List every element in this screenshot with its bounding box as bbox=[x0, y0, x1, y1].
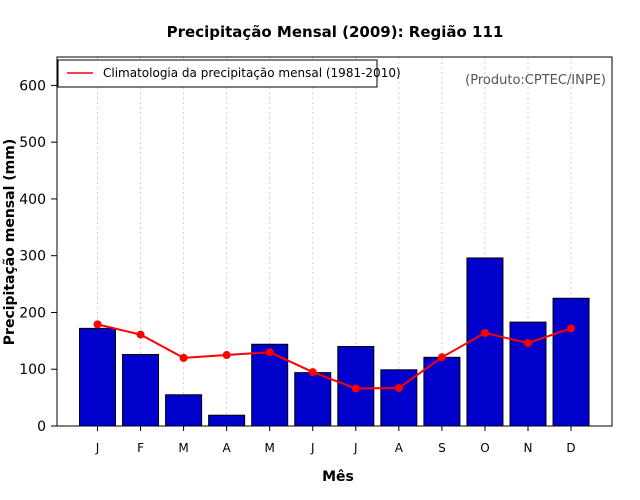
x-tick-label: S bbox=[438, 441, 446, 455]
y-tick-label: 300 bbox=[19, 249, 46, 265]
legend-label: Climatologia da precipitação mensal (198… bbox=[103, 66, 401, 80]
x-tick-label: M bbox=[265, 441, 275, 455]
y-tick-label: 0 bbox=[37, 419, 46, 435]
climatology-point-7 bbox=[351, 384, 360, 393]
x-tick-label: J bbox=[310, 441, 315, 455]
x-tick-label: M bbox=[178, 441, 188, 455]
climatology-point-11 bbox=[524, 339, 532, 348]
climatology-point-1 bbox=[93, 320, 102, 329]
x-tick-label: O bbox=[480, 441, 489, 455]
climatology-point-2 bbox=[136, 330, 145, 339]
x-tick-label: A bbox=[395, 441, 404, 455]
x-tick-label: N bbox=[524, 441, 533, 455]
climatology-point-4 bbox=[222, 351, 231, 360]
bar-1 bbox=[79, 327, 116, 427]
climatology-point-12 bbox=[567, 324, 576, 333]
climatology-point-9 bbox=[437, 353, 446, 362]
bar-4 bbox=[208, 414, 246, 427]
climatology-point-3 bbox=[179, 353, 188, 362]
y-axis: 0 100 200 300 400 500 600 bbox=[19, 78, 57, 435]
x-tick-label: F bbox=[137, 441, 144, 455]
plot-frame bbox=[56, 56, 613, 427]
y-tick-label: 100 bbox=[19, 362, 46, 378]
y-tick-label: 500 bbox=[19, 135, 46, 151]
x-tick-label: A bbox=[223, 441, 232, 455]
bar-6 bbox=[294, 372, 332, 427]
bar-10 bbox=[466, 257, 504, 427]
y-tick-label: 600 bbox=[19, 78, 46, 94]
y-tick-label: 400 bbox=[19, 192, 46, 208]
climatology-line bbox=[97, 323, 572, 390]
bar-11 bbox=[509, 321, 547, 427]
y-tick-label: 200 bbox=[19, 305, 46, 321]
climatology-point-8 bbox=[394, 383, 403, 392]
bar-9 bbox=[423, 356, 461, 427]
bar-12 bbox=[552, 297, 590, 427]
climatology-point-10 bbox=[480, 328, 489, 337]
legend: Climatologia da precipitação mensal (198… bbox=[57, 59, 401, 88]
x-tick-label: J bbox=[95, 441, 100, 455]
climatology-point-5 bbox=[265, 348, 274, 357]
climatology-series bbox=[93, 320, 576, 393]
x-tick-label: J bbox=[353, 441, 358, 455]
source-note: (Produto:CPTEC/INPE) bbox=[465, 73, 606, 88]
chart-title: Precipitação Mensal (2009): Região 111 bbox=[167, 23, 504, 41]
legend-box bbox=[57, 59, 378, 88]
bar-5 bbox=[251, 343, 289, 427]
bar-2 bbox=[122, 353, 160, 427]
gridlines bbox=[97, 57, 572, 426]
climatology-point-6 bbox=[308, 368, 317, 377]
x-axis-title: Mês bbox=[322, 469, 354, 485]
y-axis-title: Precipitação mensal (mm) bbox=[2, 139, 18, 345]
bar-3 bbox=[165, 394, 203, 427]
x-tick-label: D bbox=[566, 441, 575, 455]
